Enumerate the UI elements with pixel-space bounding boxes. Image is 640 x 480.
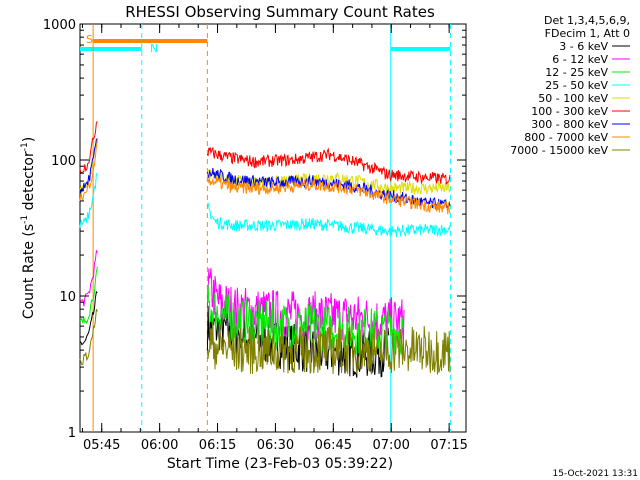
legend-entry-label: 300 - 800 keV — [531, 118, 608, 131]
series-line — [207, 169, 451, 195]
x-tick-label: 06:15 — [199, 438, 236, 453]
saa-label-s: S — [86, 33, 93, 46]
legend-entry-label: 6 - 12 keV — [552, 53, 608, 66]
x-tick-label: 07:15 — [430, 438, 467, 453]
saa-bars — [80, 39, 451, 51]
legend-entry-label: 12 - 25 keV — [545, 66, 608, 79]
x-tick-label: 07:00 — [372, 438, 409, 453]
series-pregap-line — [79, 138, 98, 195]
y-tick-label: 1000 — [43, 18, 76, 33]
series-line — [207, 202, 451, 238]
legend-entry-label: 100 - 300 keV — [531, 105, 608, 118]
series-line — [206, 321, 451, 375]
legend-entry-label: 25 - 50 keV — [545, 79, 608, 92]
legend-entry-label: 3 - 6 keV — [559, 40, 608, 53]
x-tick-label: 05:45 — [83, 438, 120, 453]
y-tick-label: 10 — [59, 290, 76, 305]
y-tick-label: 1 — [68, 426, 76, 441]
x-axis-ticks: 05:45 06:00 06:15 06:30 06:45 07:00 07:15 — [81, 24, 468, 453]
legend: Det 1,3,4,5,6,9,FDecim 1, Att 03 - 6 keV… — [510, 14, 630, 157]
series-pregap-line — [79, 121, 98, 174]
series-pregap-line — [79, 249, 98, 307]
legend-entry-label: 50 - 100 keV — [538, 92, 608, 105]
series-line — [206, 284, 405, 356]
series-lines — [79, 121, 451, 378]
generation-timestamp: 15-Oct-2021 13:31 — [553, 469, 638, 479]
series-pregap-line — [79, 266, 98, 325]
plot-frame — [79, 23, 467, 433]
legend-header: FDecim 1, Att 0 — [545, 27, 630, 40]
series-pregap-line — [79, 140, 98, 202]
x-tick-label: 06:45 — [315, 438, 352, 453]
series-pregap-line — [79, 290, 98, 346]
legend-entry-label: 7000 - 15000 keV — [510, 144, 608, 157]
y-axis-label: Count Rate (s-1 detector-1) — [20, 137, 37, 319]
saa-label-n: N — [150, 42, 158, 55]
x-axis-label: Start Time (23-Feb-03 05:39:22) — [167, 456, 393, 472]
legend-header: Det 1,3,4,5,6,9, — [544, 14, 630, 27]
series-pregap-line — [79, 173, 98, 228]
x-tick-label: 06:00 — [141, 438, 178, 453]
series-line — [206, 146, 451, 185]
legend-entry-label: 800 - 7000 keV — [524, 131, 608, 144]
vertical-markers — [92, 24, 452, 432]
y-tick-label: 100 — [51, 154, 76, 169]
chart-title: RHESSI Observing Summary Count Rates — [125, 3, 435, 21]
x-tick-label: 06:30 — [257, 438, 294, 453]
y-axis-ticks: 1 10 100 1000 — [43, 18, 466, 441]
series-line — [206, 173, 451, 215]
series-pregap-line — [79, 309, 98, 366]
